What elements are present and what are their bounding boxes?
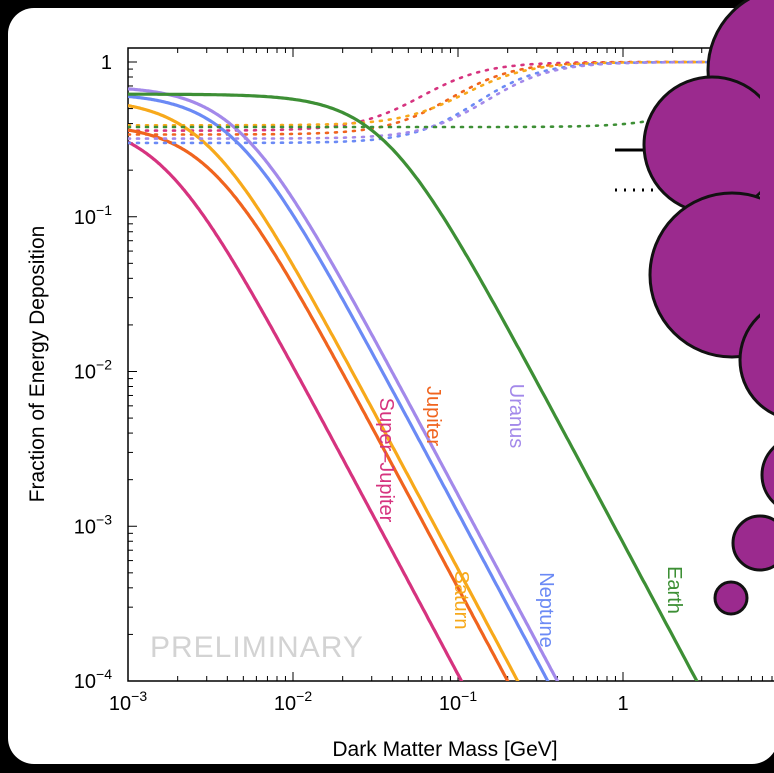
cloud-fill	[760, 60, 774, 390]
series-line-solid	[128, 128, 510, 681]
series-label: Super–Jupiter	[375, 398, 397, 523]
x-tick-label: 1	[617, 693, 628, 715]
x-tick-label: 10−2	[274, 688, 312, 715]
y-tick-label: 10−4	[74, 666, 112, 693]
series-label: Jupiter	[422, 386, 444, 446]
x-axis-label: Dark Matter Mass [GeV]	[332, 738, 557, 761]
cloud-bubble-medium	[731, 514, 774, 572]
series-line-solid	[128, 94, 550, 681]
y-tick-label: 10−3	[74, 511, 112, 538]
y-tick-label: 10−1	[74, 202, 112, 229]
series-line-dotted	[128, 60, 774, 136]
y-tick-label: 10−2	[74, 357, 112, 384]
series-label: Neptune	[535, 572, 557, 648]
tick-labels: 10−310−210−111010−410−310−210−11	[74, 52, 629, 715]
thought-cloud	[642, 0, 774, 616]
series-line-dotted	[128, 60, 774, 145]
y-axis-label: Fraction of Energy Deposition	[26, 226, 49, 503]
x-tick-label: 10−3	[109, 688, 147, 715]
series-line-solid	[128, 104, 520, 681]
series-line-solid	[128, 92, 699, 681]
x-tick-label: 10−1	[439, 688, 477, 715]
series-line-solid	[128, 140, 464, 681]
cloud-bubble-large	[760, 445, 774, 505]
series-label: Uranus	[505, 384, 527, 448]
series-labels: Super–Jupiter Jupiter Saturn Neptune Uranus E…	[375, 384, 685, 648]
series-label: Earth	[663, 566, 685, 614]
series-line-dotted	[128, 60, 774, 140]
series-line-solid	[128, 87, 560, 681]
watermark: PRELIMINARY	[150, 631, 364, 664]
cloud-puff	[648, 191, 774, 359]
series-lines	[128, 60, 774, 681]
axis-ticks	[127, 48, 773, 682]
cloud-puff	[642, 75, 774, 215]
y-tick-label: 1	[101, 52, 112, 74]
cloud-bubble-small	[713, 580, 749, 616]
series-label: Saturn	[450, 571, 472, 630]
